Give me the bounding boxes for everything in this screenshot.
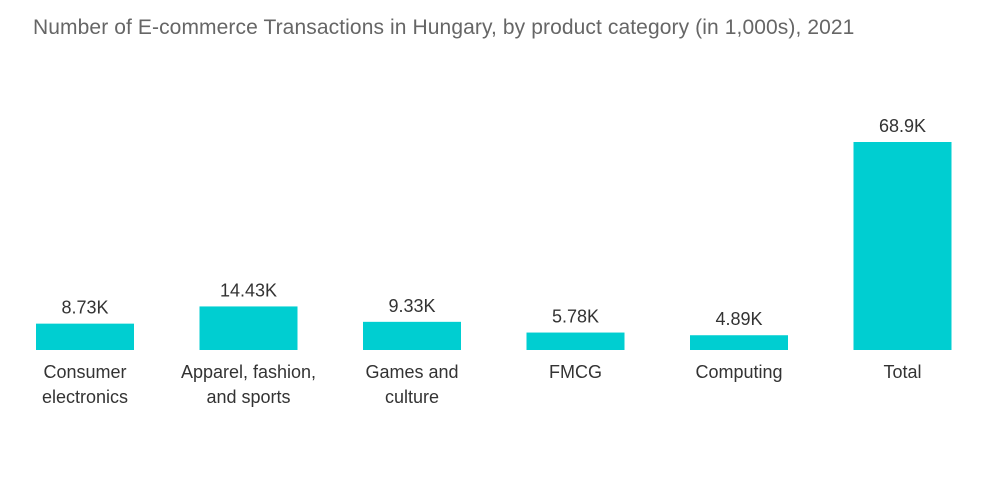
data-label-5: 68.9K	[879, 116, 926, 136]
category-label-2: Games and culture	[365, 362, 458, 407]
bar-3	[526, 332, 625, 350]
data-label-4: 4.89K	[715, 309, 762, 329]
category-label-4: Computing	[695, 362, 782, 382]
category-label-5: Total	[883, 362, 921, 382]
data-label-2: 9.33K	[388, 296, 435, 316]
bar-4	[690, 335, 788, 350]
bar-1	[199, 306, 298, 350]
chart-title: Number of E-commerce Transactions in Hun…	[33, 16, 855, 39]
category-label-1: Apparel, fashion, and sports	[181, 362, 316, 407]
bar-2	[363, 321, 461, 350]
category-label-3: FMCG	[549, 362, 602, 382]
bar-0	[36, 323, 134, 350]
bars-group	[36, 142, 952, 350]
category-labels-group: Consumer electronics Apparel, fashion, and …	[42, 362, 922, 407]
category-label-0: Consumer electronics	[42, 362, 128, 407]
data-label-0: 8.73K	[61, 298, 108, 318]
bar-5	[853, 142, 952, 350]
data-labels-group: 8.73K 14.43K 9.33K 5.78K 4.89K 68.9K	[61, 116, 926, 329]
data-label-3: 5.78K	[552, 307, 599, 327]
data-label-1: 14.43K	[220, 280, 277, 300]
